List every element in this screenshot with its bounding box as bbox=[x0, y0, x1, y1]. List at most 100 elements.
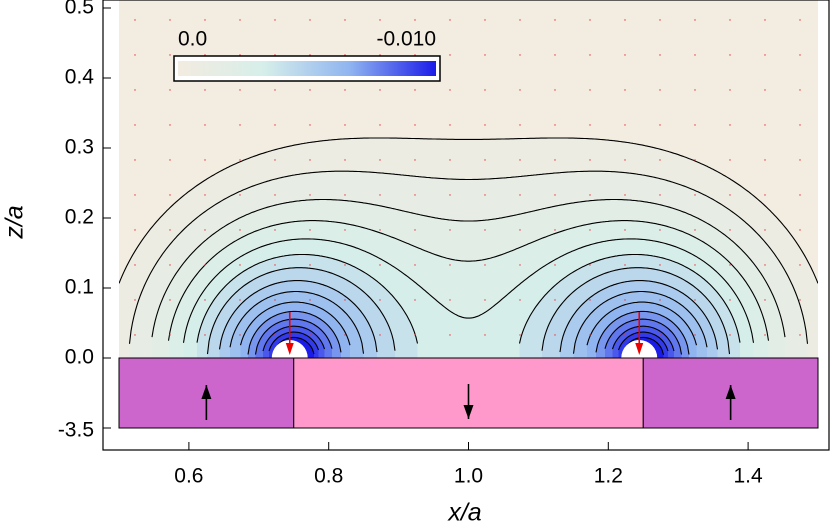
field-dot bbox=[659, 264, 661, 266]
contour-line bbox=[268, 331, 320, 352]
field-dot bbox=[694, 19, 696, 21]
contour-line bbox=[196, 253, 419, 344]
field-dot bbox=[204, 194, 206, 196]
field-dot bbox=[554, 194, 556, 196]
field-dot bbox=[764, 19, 766, 21]
field-dot bbox=[659, 54, 661, 56]
field-dot bbox=[414, 264, 416, 266]
field-dot bbox=[554, 54, 556, 56]
field-dot bbox=[309, 19, 311, 21]
field-dot bbox=[239, 334, 241, 336]
field-dot bbox=[169, 19, 171, 21]
field-dot bbox=[589, 194, 591, 196]
field-dot bbox=[589, 264, 591, 266]
field-dot bbox=[379, 299, 381, 301]
y-tick-label: 0.0 bbox=[65, 346, 94, 369]
field-dot bbox=[624, 19, 626, 21]
field-dot bbox=[414, 89, 416, 91]
field-dot bbox=[484, 124, 486, 126]
field-dot bbox=[764, 264, 766, 266]
field-dot bbox=[729, 299, 731, 301]
field-dot bbox=[624, 229, 626, 231]
field-dot bbox=[239, 264, 241, 266]
colorbar-label: -0.010 bbox=[376, 28, 436, 51]
field-dot bbox=[134, 19, 136, 21]
contour-line bbox=[167, 220, 770, 341]
field-dot bbox=[554, 229, 556, 231]
field-dot bbox=[484, 19, 486, 21]
field-dot bbox=[239, 194, 241, 196]
contour-line bbox=[119, 137, 818, 284]
field-dot bbox=[134, 334, 136, 336]
contour-line bbox=[254, 318, 333, 355]
field-dot bbox=[659, 194, 661, 196]
field-dot bbox=[449, 299, 451, 301]
field-dot bbox=[134, 299, 136, 301]
field-dot bbox=[344, 19, 346, 21]
field-dot bbox=[309, 299, 311, 301]
field-dot bbox=[414, 334, 416, 336]
field-dot bbox=[169, 124, 171, 126]
field-dot bbox=[169, 334, 171, 336]
colorbar bbox=[178, 61, 436, 76]
field-dot bbox=[799, 54, 801, 56]
frame bbox=[102, 0, 830, 451]
field-dot bbox=[764, 229, 766, 231]
field-dot bbox=[204, 124, 206, 126]
field-dot bbox=[344, 89, 346, 91]
field-dot bbox=[519, 229, 521, 231]
field-dot bbox=[309, 159, 311, 161]
field-dot bbox=[554, 124, 556, 126]
field-dot bbox=[134, 89, 136, 91]
field-dot bbox=[624, 299, 626, 301]
field-dot bbox=[274, 19, 276, 21]
field-dot bbox=[519, 89, 521, 91]
field-dot bbox=[344, 229, 346, 231]
x-axis-label: x/a bbox=[447, 499, 481, 526]
field-dot bbox=[309, 334, 311, 336]
decorations bbox=[134, 19, 801, 358]
field-dot bbox=[519, 124, 521, 126]
x-tick-label: 1.2 bbox=[594, 465, 623, 488]
field-dot bbox=[309, 124, 311, 126]
x-tick-label: 1.4 bbox=[733, 465, 763, 488]
field-dot bbox=[519, 264, 521, 266]
field-dot bbox=[309, 229, 311, 231]
field-dot bbox=[344, 159, 346, 161]
contour-line bbox=[206, 267, 396, 355]
magnetization-arrow-head bbox=[201, 385, 212, 399]
field-dot bbox=[589, 159, 591, 161]
field-dot bbox=[764, 54, 766, 56]
field-dot bbox=[519, 334, 521, 336]
y-tick-label: 0.3 bbox=[65, 136, 94, 159]
field-dot bbox=[694, 54, 696, 56]
field-dot bbox=[694, 89, 696, 91]
field-dot bbox=[204, 299, 206, 301]
field-dot bbox=[519, 299, 521, 301]
field-dot bbox=[449, 19, 451, 21]
field-dot bbox=[414, 124, 416, 126]
field-dot bbox=[764, 89, 766, 91]
field-dot bbox=[379, 229, 381, 231]
field-dot bbox=[729, 264, 731, 266]
field-dot bbox=[239, 299, 241, 301]
field-dot bbox=[239, 229, 241, 231]
field-dot bbox=[694, 124, 696, 126]
field-dot bbox=[169, 89, 171, 91]
field-dot bbox=[379, 19, 381, 21]
field-dot bbox=[414, 19, 416, 21]
field-dot bbox=[134, 159, 136, 161]
field-dot bbox=[659, 299, 661, 301]
y-tick-label: 0.1 bbox=[65, 276, 94, 299]
contour-line bbox=[559, 279, 719, 353]
field-dot bbox=[729, 159, 731, 161]
field-dot bbox=[169, 229, 171, 231]
field-dot bbox=[204, 334, 206, 336]
field-dot bbox=[659, 229, 661, 231]
colorbar-label: 0.0 bbox=[178, 28, 207, 51]
field-dot bbox=[659, 19, 661, 21]
y-tick-label: 0.4 bbox=[65, 66, 95, 89]
field-dot bbox=[449, 194, 451, 196]
field-dot bbox=[799, 89, 801, 91]
field-dot bbox=[659, 124, 661, 126]
